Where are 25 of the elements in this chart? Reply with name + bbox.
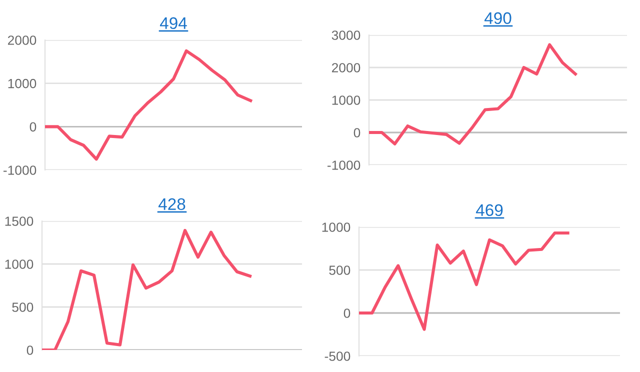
- y-tick-label: 500: [12, 302, 34, 312]
- y-tick-label: 3000: [332, 30, 360, 40]
- y-tick-label: 0: [344, 308, 350, 318]
- y-tick-label: 0: [26, 346, 34, 355]
- y-tick-label: 1000: [332, 96, 360, 105]
- line-series: [42, 228, 252, 350]
- y-tick-label: 1000: [8, 78, 36, 88]
- line-series: [359, 231, 570, 331]
- y-tick-label: -1000: [4, 166, 36, 175]
- line-series: [45, 49, 252, 161]
- y-tick-label: 1000: [5, 260, 34, 269]
- line-series: [369, 43, 577, 146]
- chart-title: 428: [158, 198, 186, 210]
- y-tick-label: 1500: [5, 216, 34, 226]
- y-tick-label: -1000: [328, 160, 360, 170]
- y-tick-label: 2000: [332, 63, 360, 72]
- chart-title: 494: [160, 17, 187, 30]
- y-tick-label: 1000: [322, 222, 350, 232]
- y-tick-label: 0: [354, 128, 360, 138]
- chart-title: 490: [484, 12, 512, 24]
- y-tick-label: 0: [30, 122, 36, 132]
- y-tick-label: 2000: [8, 36, 36, 45]
- y-tick-label: -500: [324, 352, 350, 361]
- y-tick-label: 500: [329, 266, 350, 275]
- chart-title: 469: [476, 204, 503, 216]
